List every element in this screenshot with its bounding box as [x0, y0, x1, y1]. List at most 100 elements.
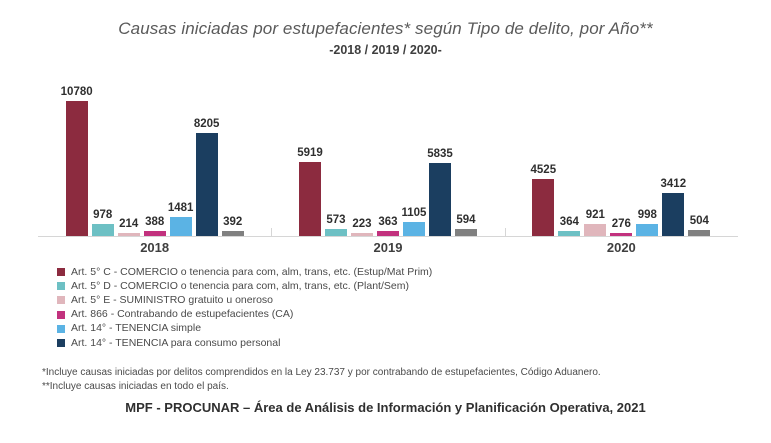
legend-label: Art. 5° D - COMERCIO o tenencia para com… [71, 279, 409, 292]
axis-baseline [38, 236, 738, 237]
bar-2020-series-0[interactable]: 4525 [531, 164, 556, 236]
bars: 10780 978 214 388 1481 8205 392 [38, 72, 271, 236]
bar-value-label: 8205 [193, 118, 220, 131]
bar-rect [376, 231, 399, 236]
bar-2018-series-0[interactable]: 10780 [61, 86, 93, 236]
bar-value-label: 364 [559, 216, 579, 229]
bar-value-label: 978 [93, 208, 113, 221]
legend-item-5[interactable]: Art. 14° - TENENCIA para consumo persona… [57, 336, 432, 350]
legend-item-0[interactable]: Art. 5° C - COMERCIO o tenencia para com… [57, 265, 432, 279]
bar-rect [221, 231, 244, 236]
bar-value-label: 388 [145, 216, 165, 229]
bar-rect [169, 217, 192, 236]
legend-swatch-icon [57, 310, 65, 319]
bar-rect [454, 228, 477, 236]
bar-rect [402, 222, 425, 236]
bar-2020-series-3[interactable]: 276 [610, 218, 633, 236]
bar-rect [636, 223, 659, 236]
legend-swatch-icon [57, 268, 65, 277]
bar-rect [350, 233, 373, 236]
legend-item-3[interactable]: Art. 866 - Contrabando de estupefaciente… [57, 308, 432, 322]
bar-2018-series-6[interactable]: 392 [221, 216, 244, 236]
x-tick-2020: 2020 [606, 240, 636, 255]
legend-swatch-icon [57, 282, 65, 291]
x-tick-2019: 2019 [373, 240, 403, 255]
legend-item-2[interactable]: Art. 5° E - SUMINISTRO gratuito u oneros… [57, 293, 432, 307]
bar-2019-series-1[interactable]: 573 [324, 214, 347, 236]
bar-2020-series-2[interactable]: 921 [584, 209, 607, 236]
bar-value-label: 921 [585, 209, 605, 222]
bar-value-label: 392 [223, 216, 243, 229]
bar-rect [610, 232, 633, 236]
group-separator [504, 228, 506, 237]
bar-value-label: 4525 [530, 164, 557, 177]
bar-value-label: 573 [326, 213, 346, 226]
bar-2019-series-6[interactable]: 594 [454, 214, 477, 236]
legend-swatch-icon [57, 339, 65, 348]
legend-label: Art. 5° C - COMERCIO o tenencia para com… [71, 265, 433, 278]
bar-value-label: 998 [637, 208, 657, 221]
legend-label: Art. 866 - Contrabando de estupefaciente… [71, 308, 294, 321]
bar-rect [143, 231, 166, 236]
bar-value-label: 1481 [167, 202, 194, 215]
plot-area: 10780 978 214 388 1481 8205 392 5919 573 223 363 11… [38, 72, 738, 237]
bar-group-2019: 5919 573 223 363 1105 5835 594 [271, 72, 504, 237]
bar-2018-series-5[interactable]: 8205 [194, 118, 219, 236]
x-tick-2018: 2018 [140, 240, 170, 255]
x-axis: 2018 2019 2020 [38, 240, 738, 255]
footnote-2: **Incluye causas iniciadas en todo el pa… [42, 381, 229, 392]
footnotes: *Incluye causas iniciadas por delitos co… [42, 366, 742, 394]
bar-2019-series-5[interactable]: 5835 [427, 148, 453, 236]
page-title: Causas iniciadas por estupefacientes* se… [118, 19, 653, 38]
bar-2018-series-4[interactable]: 1481 [168, 202, 193, 236]
bar-group-2020: 4525 364 921 276 998 3412 504 [504, 72, 738, 237]
bar-2020-series-6[interactable]: 504 [688, 215, 711, 236]
bar-rect [558, 231, 581, 236]
bar-value-label: 5835 [427, 147, 453, 160]
bar-rect [428, 162, 451, 236]
legend-label: Art. 14° - TENENCIA simple [71, 322, 202, 335]
bar-2018-series-2[interactable]: 214 [117, 218, 140, 236]
footnote-1: *Incluye causas iniciadas por delitos co… [42, 367, 601, 378]
chart-legend: Art. 5° C - COMERCIO o tenencia para com… [57, 265, 432, 350]
bar-2019-series-2[interactable]: 223 [350, 218, 373, 236]
bar-rect [662, 193, 685, 236]
bar-2020-series-1[interactable]: 364 [558, 216, 581, 236]
bar-2018-series-1[interactable]: 978 [91, 209, 114, 236]
bar-rect [584, 224, 607, 236]
bar-value-label: 214 [119, 218, 139, 230]
bar-value-label: 594 [456, 213, 476, 226]
legend-label: Art. 14° - TENENCIA para consumo persona… [71, 336, 281, 349]
bar-value-label: 276 [611, 217, 631, 230]
byline: MPF - PROCUNAR – Área de Análisis de Inf… [125, 400, 646, 415]
bar-value-label: 1105 [401, 207, 427, 220]
bar-rect [195, 133, 218, 236]
legend-swatch-icon [57, 324, 65, 333]
title-block: Causas iniciadas por estupefacientes* se… [0, 18, 771, 58]
legend-item-1[interactable]: Art. 5° D - COMERCIO o tenencia para com… [57, 279, 432, 293]
legend-item-4[interactable]: Art. 14° - TENENCIA simple [57, 322, 432, 336]
bar-group-2018: 10780 978 214 388 1481 8205 392 [38, 72, 271, 236]
bar-rect [117, 233, 140, 236]
bar-value-label: 504 [689, 214, 709, 227]
bar-2020-series-5[interactable]: 3412 [661, 178, 686, 236]
bar-groups: 10780 978 214 388 1481 8205 392 5919 573 223 363 11… [38, 72, 738, 237]
bar-2018-series-3[interactable]: 388 [143, 216, 166, 236]
bar-2019-series-4[interactable]: 1105 [402, 207, 426, 236]
bars: 5919 573 223 363 1105 5835 594 [271, 72, 504, 236]
bar-value-label: 223 [352, 218, 372, 230]
bar-value-label: 3412 [660, 178, 687, 191]
bar-rect [65, 101, 88, 236]
bar-rect [298, 161, 321, 236]
bar-rect [324, 228, 347, 236]
bar-2020-series-4[interactable]: 998 [636, 209, 659, 236]
bar-value-label: 363 [378, 216, 398, 229]
bars: 4525 364 921 276 998 3412 504 [505, 72, 738, 236]
group-separator [271, 228, 273, 237]
legend-swatch-icon [57, 296, 65, 305]
bar-value-label: 10780 [60, 86, 93, 98]
bar-2019-series-3[interactable]: 363 [376, 216, 399, 236]
bar-2019-series-0[interactable]: 5919 [297, 147, 323, 236]
legend-label: Art. 5° E - SUMINISTRO gratuito u oneros… [71, 293, 274, 306]
